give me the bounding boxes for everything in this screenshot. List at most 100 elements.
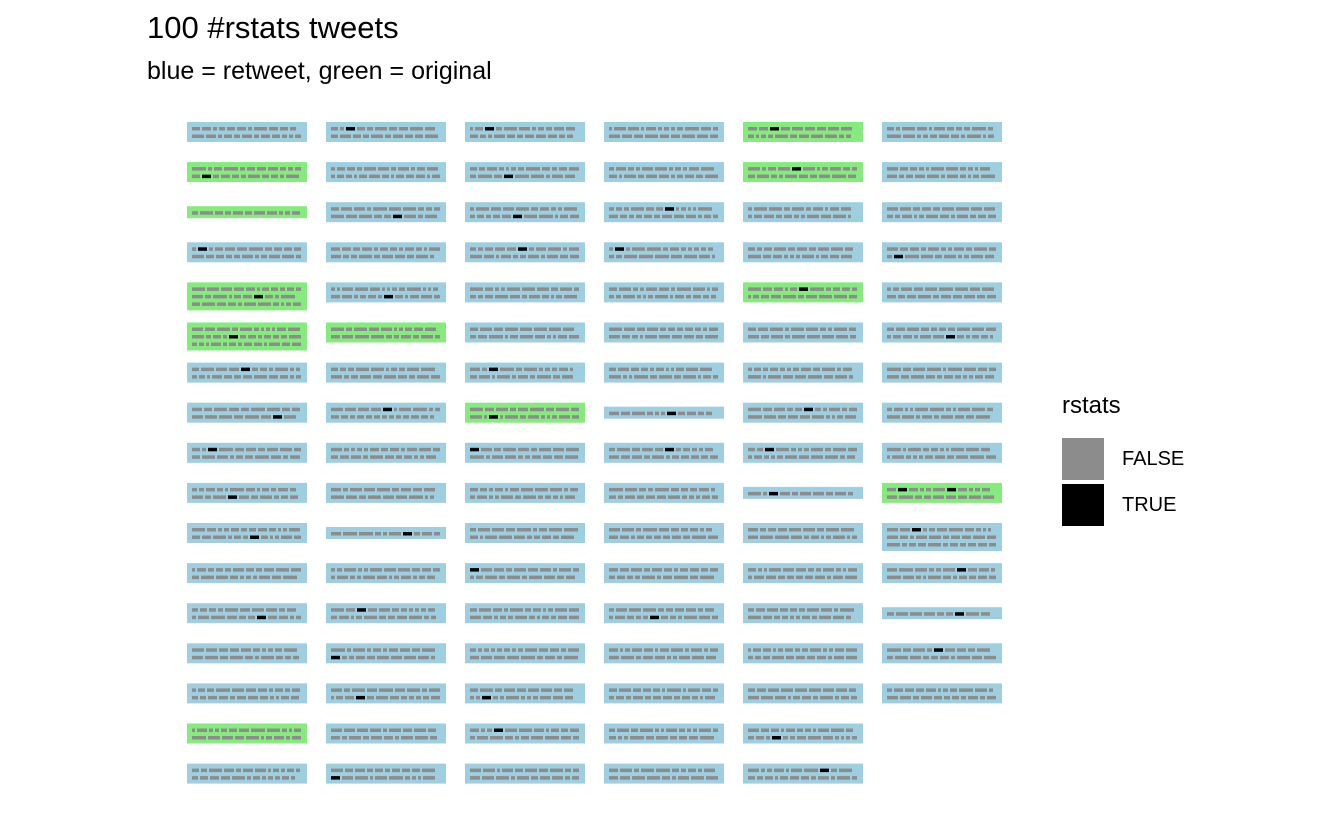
word-rstats-false	[264, 568, 274, 572]
word-rstats-false	[678, 615, 682, 620]
tweet-4-17	[604, 763, 724, 784]
word-rstats-false	[764, 214, 774, 219]
tweet-box	[882, 442, 1002, 463]
word-rstats-false	[619, 688, 631, 692]
word-rstats-false	[202, 447, 206, 452]
word-rstats-false	[791, 447, 796, 452]
word-rstats-false	[985, 254, 994, 259]
word-rstats-false	[833, 615, 844, 620]
word-rstats-false	[557, 655, 562, 660]
word-rstats-false	[637, 495, 644, 499]
tweet-3-15	[465, 683, 585, 704]
word-rstats-false	[695, 327, 701, 331]
word-rstats-false	[430, 736, 437, 740]
word-rstats-false	[343, 532, 357, 536]
word-rstats-false	[941, 247, 946, 251]
word-rstats-false	[479, 167, 485, 171]
word-rstats-false	[924, 495, 931, 499]
word-rstats-false	[573, 568, 579, 572]
word-rstats-false	[545, 736, 559, 740]
word-rstats-false	[289, 134, 293, 138]
word-rstats-false	[648, 294, 653, 299]
tweet-2-2	[326, 162, 446, 183]
word-rstats-true	[894, 254, 903, 259]
word-rstats-false	[422, 568, 431, 572]
word-rstats-false	[827, 575, 831, 580]
word-rstats-false	[260, 695, 268, 700]
word-rstats-false	[966, 247, 972, 251]
tweet-6-14	[882, 643, 1002, 664]
tweet-2-4	[326, 242, 446, 263]
word-rstats-true	[489, 415, 498, 419]
word-rstats-false	[192, 327, 203, 331]
word-rstats-false	[485, 407, 494, 412]
word-rstats-false	[495, 287, 499, 291]
word-rstats-false	[748, 648, 751, 652]
word-rstats-false	[192, 447, 200, 452]
word-rstats-false	[670, 247, 679, 251]
word-rstats-false	[958, 495, 967, 499]
word-rstats-false	[394, 407, 397, 412]
tweet-box	[326, 603, 446, 624]
word-rstats-false	[413, 575, 417, 580]
word-rstats-false	[207, 528, 216, 532]
word-rstats-false	[789, 528, 801, 532]
word-rstats-false	[631, 367, 639, 372]
word-rstats-false	[686, 367, 698, 372]
word-rstats-false	[425, 495, 428, 499]
word-rstats-false	[254, 134, 259, 138]
tweet-3-13	[465, 603, 585, 624]
word-rstats-false	[495, 688, 502, 692]
tweet-4-1	[604, 122, 724, 142]
word-rstats-false	[666, 728, 677, 732]
word-rstats-false	[286, 302, 291, 306]
word-rstats-false	[768, 134, 773, 138]
word-rstats-false	[849, 375, 853, 379]
word-rstats-false	[800, 491, 811, 496]
word-rstats-false	[624, 254, 637, 259]
word-rstats-false	[272, 575, 281, 580]
word-rstats-false	[234, 254, 240, 259]
word-rstats-false	[331, 568, 335, 572]
word-rstats-false	[776, 214, 782, 219]
word-rstats-false	[618, 367, 629, 372]
tweet-box	[465, 723, 585, 744]
tweet-box	[465, 482, 585, 503]
word-rstats-false	[849, 407, 857, 412]
word-rstats-false	[609, 608, 614, 612]
word-rstats-false	[790, 608, 797, 612]
word-rstats-false	[929, 127, 932, 131]
word-rstats-false	[427, 167, 438, 171]
word-rstats-false	[903, 335, 912, 339]
word-rstats-false	[294, 728, 301, 732]
word-rstats-false	[923, 655, 929, 660]
word-rstats-false	[698, 207, 712, 211]
word-rstats-false	[533, 528, 537, 532]
word-rstats-false	[290, 375, 294, 379]
word-rstats-false	[262, 648, 266, 652]
word-rstats-false	[229, 294, 232, 299]
word-rstats-false	[845, 575, 857, 580]
word-rstats-false	[192, 736, 206, 740]
word-rstats-false	[219, 648, 228, 652]
word-rstats-false	[570, 487, 578, 492]
word-rstats-false	[247, 776, 251, 780]
word-rstats-false	[510, 608, 523, 612]
word-rstats-false	[670, 736, 677, 740]
word-rstats-false	[925, 287, 937, 291]
word-rstats-false	[251, 728, 265, 732]
word-rstats-false	[545, 367, 550, 372]
word-rstats-false	[331, 495, 344, 499]
word-rstats-false	[631, 535, 635, 539]
word-rstats-false	[677, 287, 691, 291]
word-rstats-false	[677, 174, 683, 179]
word-rstats-false	[692, 447, 697, 452]
word-rstats-false	[537, 287, 549, 291]
word-rstats-false	[541, 415, 545, 419]
word-rstats-false	[364, 568, 368, 572]
word-rstats-false	[497, 768, 500, 773]
word-rstats-false	[748, 134, 754, 138]
word-rstats-false	[817, 655, 826, 660]
word-rstats-false	[713, 688, 718, 692]
word-rstats-false	[934, 695, 942, 700]
